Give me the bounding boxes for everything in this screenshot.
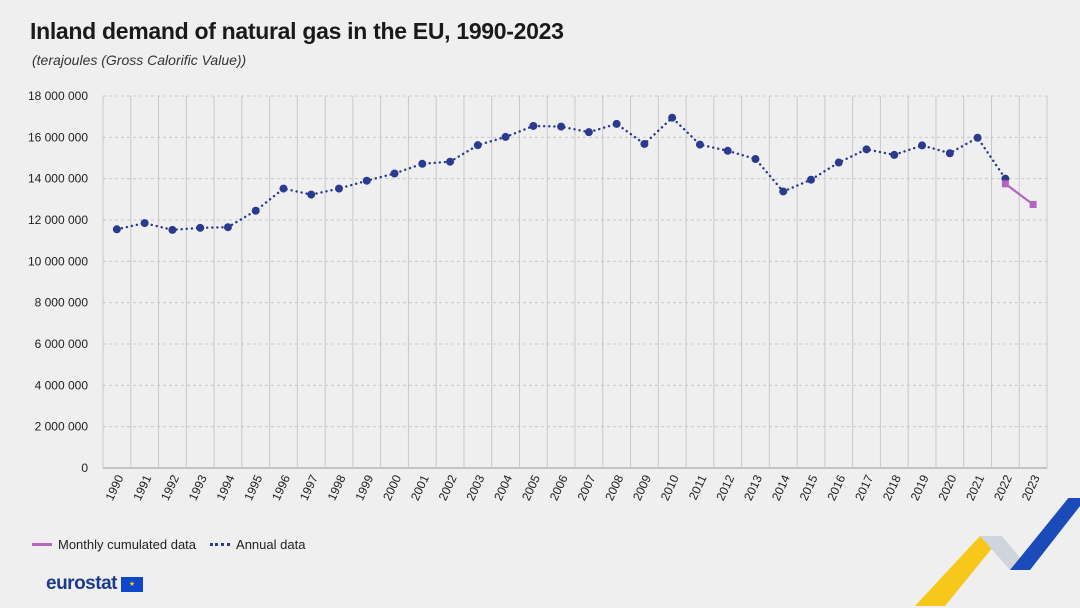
eurostat-logo: eurostat ★ (46, 573, 143, 595)
data-point-annual (834, 158, 843, 167)
eu-flag-icon: ★ (120, 576, 143, 592)
data-point-annual (640, 139, 649, 148)
data-point-annual (140, 219, 149, 228)
x-tick-label: 1994 (214, 472, 238, 502)
data-point-annual (112, 225, 121, 234)
data-point-annual (557, 122, 566, 131)
data-point-annual (196, 223, 205, 232)
data-point-annual (807, 175, 815, 184)
x-tick-label: 2005 (519, 472, 543, 502)
data-point-annual (501, 132, 510, 141)
x-tick-label: 2018 (880, 472, 904, 502)
line-chart: 0 2 000 000 4 000 000 6 000 000 8 000 000 10 … (28, 89, 1048, 503)
data-point-annual (779, 187, 788, 196)
data-point-annual (723, 146, 732, 155)
data-point-annual (279, 184, 288, 193)
data-point-monthly (1001, 180, 1009, 188)
y-tick-label: 12 000 000 (28, 213, 88, 227)
x-tick-label: 1999 (352, 472, 376, 502)
data-point-annual (751, 155, 760, 164)
x-tick-label: 2001 (408, 472, 432, 502)
grid (102, 95, 1048, 469)
legend-label-monthly: Monthly cumulated data (58, 537, 197, 552)
x-tick-label: 1991 (130, 472, 154, 502)
series-line-annual (115, 116, 1007, 232)
x-tick-label: 2017 (852, 472, 876, 502)
data-point-annual (335, 184, 343, 193)
legend-swatch-monthly (32, 543, 52, 546)
x-tick-label: 1993 (186, 472, 210, 502)
series-line-monthly (1004, 182, 1035, 206)
x-tick-label: 2003 (463, 472, 487, 502)
x-tick-label: 2008 (602, 472, 626, 502)
y-axis: 0 2 000 000 4 000 000 6 000 000 8 000 000 10 … (28, 89, 88, 475)
y-tick-label: 16 000 000 (28, 130, 88, 144)
x-tick-label: 2002 (436, 472, 460, 502)
data-point-annual (695, 140, 704, 149)
data-point-annual (251, 206, 260, 215)
data-point-annual (668, 113, 677, 122)
y-tick-label: 6 000 000 (35, 337, 89, 351)
series (112, 113, 1037, 234)
x-tick-label: 2010 (658, 472, 682, 502)
chart-subtitle: (terajoules (Gross Calorific Value)) (32, 52, 247, 68)
data-point-annual (446, 157, 455, 166)
x-tick-label: 2006 (547, 472, 571, 502)
y-tick-label: 2 000 000 (35, 420, 89, 434)
x-tick-label: 2011 (686, 472, 710, 502)
data-point-annual (307, 190, 316, 199)
y-tick-label: 18 000 000 (28, 89, 88, 103)
x-tick-label: 1990 (103, 472, 127, 502)
x-tick-label: 1992 (158, 472, 182, 502)
data-point-annual (584, 128, 593, 137)
x-tick-label: 2000 (380, 472, 404, 502)
eu-flag-star: ★ (128, 580, 136, 588)
data-point-annual (473, 141, 482, 150)
decorative-swoosh (915, 498, 1080, 606)
chart-title: Inland demand of natural gas in the EU, … (30, 18, 564, 44)
data-point-annual (890, 150, 899, 159)
y-tick-label: 14 000 000 (28, 172, 88, 186)
legend: Monthly cumulated data Annual data (32, 537, 319, 552)
x-tick-label: 2015 (797, 472, 821, 502)
data-point-annual (418, 159, 427, 168)
deco-yellow-stripe (915, 536, 1002, 606)
x-tick-label: 2016 (824, 472, 848, 502)
data-point-annual (862, 145, 871, 154)
data-point-annual (612, 119, 621, 128)
x-tick-label: 1997 (297, 472, 321, 502)
x-tick-label: 1998 (325, 472, 349, 502)
x-tick-label: 2012 (713, 472, 737, 502)
data-point-annual (362, 176, 371, 185)
x-tick-label: 1996 (269, 472, 293, 502)
legend-item-monthly[interactable]: Monthly cumulated data (32, 537, 196, 552)
data-point-annual (529, 121, 538, 130)
legend-item-annual[interactable]: Annual data (210, 537, 305, 552)
x-tick-label: 1995 (241, 472, 265, 502)
x-tick-label: 2007 (575, 472, 599, 502)
data-point-monthly (1029, 201, 1037, 208)
data-point-annual (945, 149, 954, 158)
y-tick-label: 10 000 000 (28, 254, 88, 268)
data-point-annual (223, 223, 232, 232)
y-tick-label: 0 (81, 461, 88, 475)
data-point-annual (918, 141, 927, 150)
data-point-annual (973, 133, 982, 142)
x-tick-label: 2013 (741, 472, 765, 502)
legend-swatch-annual (210, 543, 231, 546)
x-tick-label: 2014 (769, 472, 793, 502)
y-tick-label: 4 000 000 (35, 378, 89, 392)
x-tick-label: 2004 (491, 472, 515, 502)
y-tick-label: 8 000 000 (35, 296, 89, 310)
x-tick-label: 2009 (630, 472, 654, 502)
logo-text: eurostat (46, 573, 117, 594)
data-point-annual (390, 169, 399, 178)
deco-blue-stripe (1010, 498, 1080, 570)
x-axis: 1990 1991 1992 1993 1994 1995 1996 1997 1998 1999… (103, 472, 1043, 502)
data-point-annual (168, 225, 177, 234)
legend-label-annual: Annual data (236, 537, 306, 552)
